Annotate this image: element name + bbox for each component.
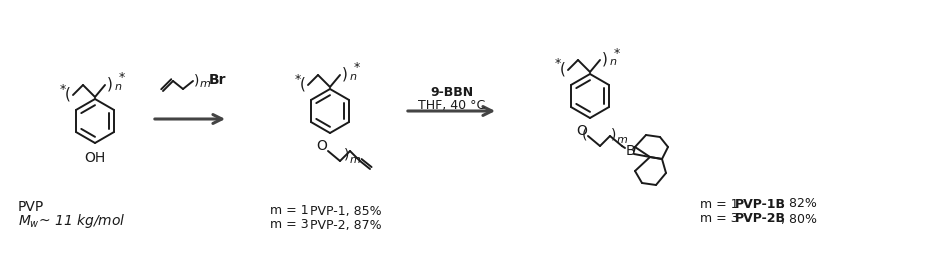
- Text: (: (: [300, 76, 306, 91]
- Text: m = 3: m = 3: [270, 219, 309, 232]
- Text: ): ): [602, 52, 608, 67]
- Text: $M_w$~ 11 kg/mol: $M_w$~ 11 kg/mol: [18, 212, 126, 230]
- Text: ): ): [107, 76, 113, 91]
- Text: m = 3: m = 3: [700, 212, 738, 226]
- Text: ): ): [342, 67, 348, 82]
- Text: O: O: [316, 139, 327, 153]
- Text: *: *: [614, 47, 620, 60]
- Text: Br: Br: [209, 73, 226, 87]
- Text: m = 1: m = 1: [270, 205, 309, 218]
- Text: B: B: [626, 144, 635, 158]
- Text: PVP: PVP: [18, 200, 44, 214]
- Text: PVP-1, 85%: PVP-1, 85%: [310, 205, 382, 218]
- Text: *: *: [555, 57, 561, 70]
- Text: (: (: [65, 87, 71, 102]
- Text: O: O: [577, 124, 587, 138]
- Text: PVP-2B: PVP-2B: [735, 212, 786, 226]
- Text: n: n: [115, 82, 122, 92]
- Text: OH: OH: [84, 151, 106, 165]
- Text: *: *: [60, 83, 66, 96]
- Text: ): ): [611, 128, 616, 142]
- Text: m = 1: m = 1: [700, 198, 738, 211]
- Text: *: *: [295, 73, 301, 85]
- Text: *: *: [354, 61, 360, 75]
- Text: ): ): [194, 73, 200, 87]
- Text: 9-BBN: 9-BBN: [430, 87, 473, 99]
- Text: n: n: [610, 57, 617, 67]
- Text: m: m: [350, 155, 361, 165]
- Text: , 80%: , 80%: [781, 212, 817, 226]
- Text: m: m: [617, 135, 628, 145]
- Text: , 82%: , 82%: [781, 198, 817, 211]
- Text: m: m: [200, 79, 211, 89]
- Text: PVP-1B: PVP-1B: [735, 198, 786, 211]
- Text: PVP-2, 87%: PVP-2, 87%: [310, 219, 382, 232]
- Text: THF, 40 °C: THF, 40 °C: [417, 99, 485, 112]
- Text: ): ): [344, 147, 349, 161]
- Text: *: *: [119, 71, 126, 84]
- Text: n: n: [350, 72, 357, 82]
- Text: (: (: [560, 61, 566, 76]
- Text: (: (: [582, 128, 587, 142]
